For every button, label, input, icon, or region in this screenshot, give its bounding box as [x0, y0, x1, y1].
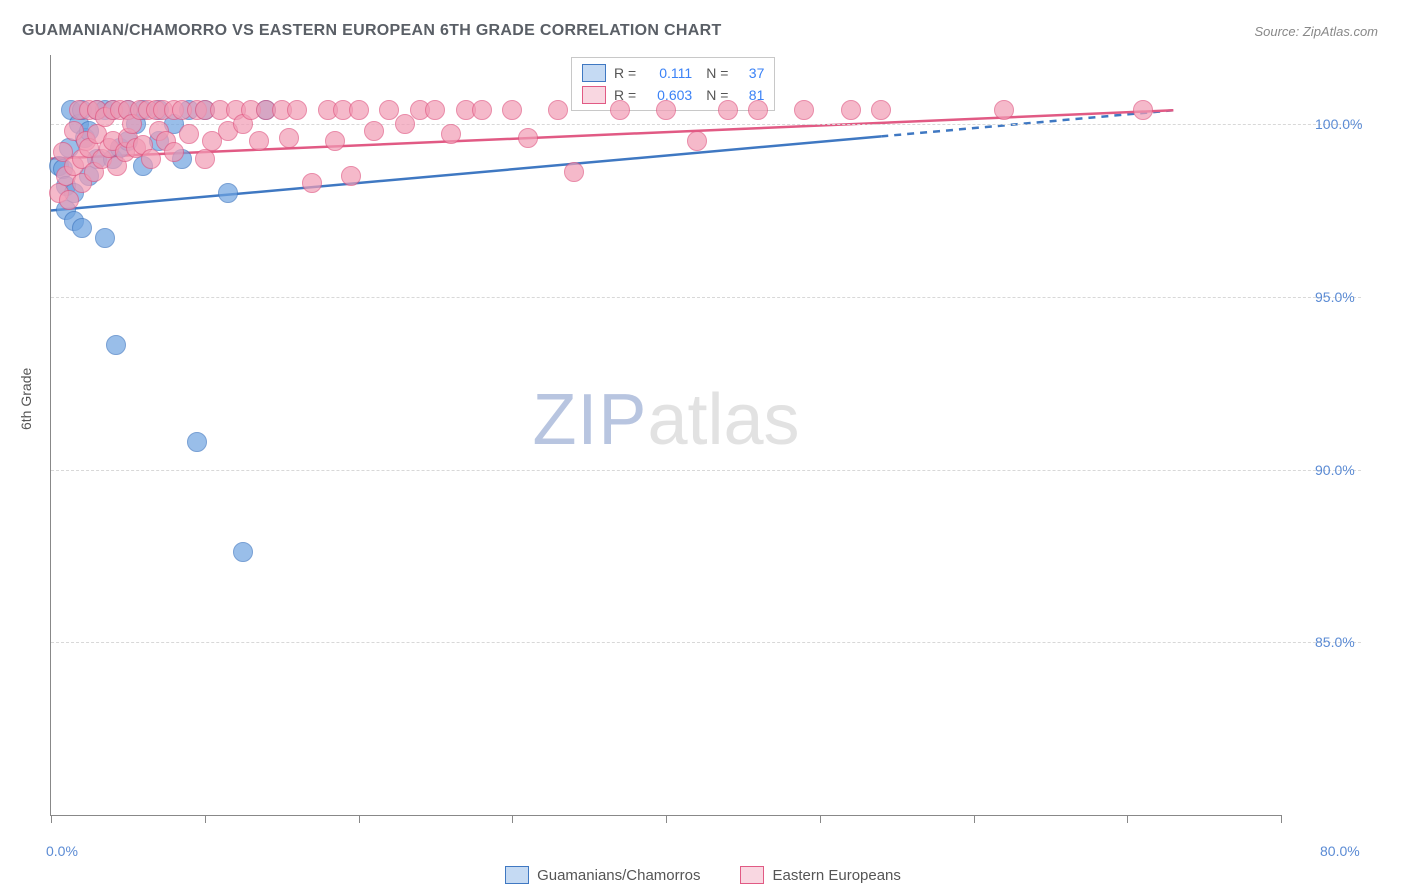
legend-item: Guamanians/Chamorros — [505, 866, 700, 884]
data-point — [59, 190, 79, 210]
grid-line — [51, 470, 1361, 471]
data-point — [610, 100, 630, 120]
legend-label: Eastern Europeans — [772, 867, 900, 884]
data-point — [164, 142, 184, 162]
data-point — [364, 121, 384, 141]
data-point — [1133, 100, 1153, 120]
stat-r-value: 0.111 — [644, 65, 692, 81]
data-point — [141, 149, 161, 169]
legend-swatch — [582, 64, 606, 82]
x-tick — [51, 815, 52, 823]
scatter-plot-area: ZIPatlas R =0.111N =37R =0.603N =81 — [50, 55, 1281, 816]
data-point — [994, 100, 1014, 120]
stat-n-label: N = — [706, 65, 728, 81]
x-tick — [205, 815, 206, 823]
y-axis-label: 6th Grade — [18, 368, 34, 430]
data-point — [871, 100, 891, 120]
legend-label: Guamanians/Chamorros — [537, 867, 700, 884]
data-point — [425, 100, 445, 120]
trend-lines-svg — [51, 55, 1281, 815]
legend-swatch — [582, 86, 606, 104]
data-point — [564, 162, 584, 182]
stat-n-value: 37 — [736, 65, 764, 81]
x-tick — [512, 815, 513, 823]
data-point — [341, 166, 361, 186]
y-tick-label: 95.0% — [1315, 289, 1355, 305]
legend-swatch — [505, 866, 529, 884]
x-tick — [820, 815, 821, 823]
data-point — [548, 100, 568, 120]
watermark: ZIPatlas — [532, 379, 799, 461]
data-point — [502, 100, 522, 120]
data-point — [656, 100, 676, 120]
y-tick-label: 85.0% — [1315, 634, 1355, 650]
chart-title: GUAMANIAN/CHAMORRO VS EASTERN EUROPEAN 6… — [22, 22, 722, 40]
y-tick-label: 90.0% — [1315, 462, 1355, 478]
grid-line — [51, 642, 1361, 643]
grid-line — [51, 297, 1361, 298]
data-point — [687, 131, 707, 151]
data-point — [518, 128, 538, 148]
watermark-atlas: atlas — [647, 380, 799, 460]
data-point — [287, 100, 307, 120]
data-point — [325, 131, 345, 151]
stat-r-label: R = — [614, 65, 636, 81]
data-point — [72, 218, 92, 238]
data-point — [395, 114, 415, 134]
data-point — [472, 100, 492, 120]
data-point — [794, 100, 814, 120]
data-point — [195, 149, 215, 169]
data-point — [302, 173, 322, 193]
x-tick — [359, 815, 360, 823]
data-point — [279, 128, 299, 148]
chart-container: GUAMANIAN/CHAMORRO VS EASTERN EUROPEAN 6… — [0, 0, 1406, 892]
legend-swatch — [740, 866, 764, 884]
data-point — [179, 124, 199, 144]
x-tick — [666, 815, 667, 823]
data-point — [95, 228, 115, 248]
series-legend: Guamanians/Chamorros Eastern Europeans — [0, 866, 1406, 884]
data-point — [233, 542, 253, 562]
y-tick-label: 100.0% — [1315, 116, 1362, 132]
source-attribution: Source: ZipAtlas.com — [1254, 24, 1378, 39]
legend-item: Eastern Europeans — [740, 866, 900, 884]
data-point — [249, 131, 269, 151]
data-point — [218, 183, 238, 203]
stats-legend-row: R = 0.111 N = 37 — [572, 62, 774, 84]
x-tick-label: 80.0% — [1320, 843, 1360, 859]
data-point — [748, 100, 768, 120]
data-point — [718, 100, 738, 120]
data-point — [441, 124, 461, 144]
x-tick — [1281, 815, 1282, 823]
data-point — [349, 100, 369, 120]
watermark-zip: ZIP — [532, 380, 647, 460]
x-tick-label: 0.0% — [46, 843, 78, 859]
x-tick — [1127, 815, 1128, 823]
data-point — [841, 100, 861, 120]
x-tick — [974, 815, 975, 823]
data-point — [106, 335, 126, 355]
data-point — [187, 432, 207, 452]
